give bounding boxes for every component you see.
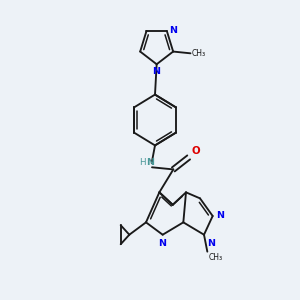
Text: N: N: [207, 239, 215, 248]
Text: CH₃: CH₃: [208, 254, 223, 262]
Text: N: N: [169, 26, 178, 35]
Text: N: N: [216, 211, 224, 220]
Text: H: H: [139, 158, 146, 167]
Text: CH₃: CH₃: [192, 49, 206, 58]
Text: N: N: [146, 158, 154, 167]
Text: N: N: [152, 67, 160, 76]
Text: O: O: [191, 146, 200, 156]
Text: N: N: [158, 239, 166, 248]
